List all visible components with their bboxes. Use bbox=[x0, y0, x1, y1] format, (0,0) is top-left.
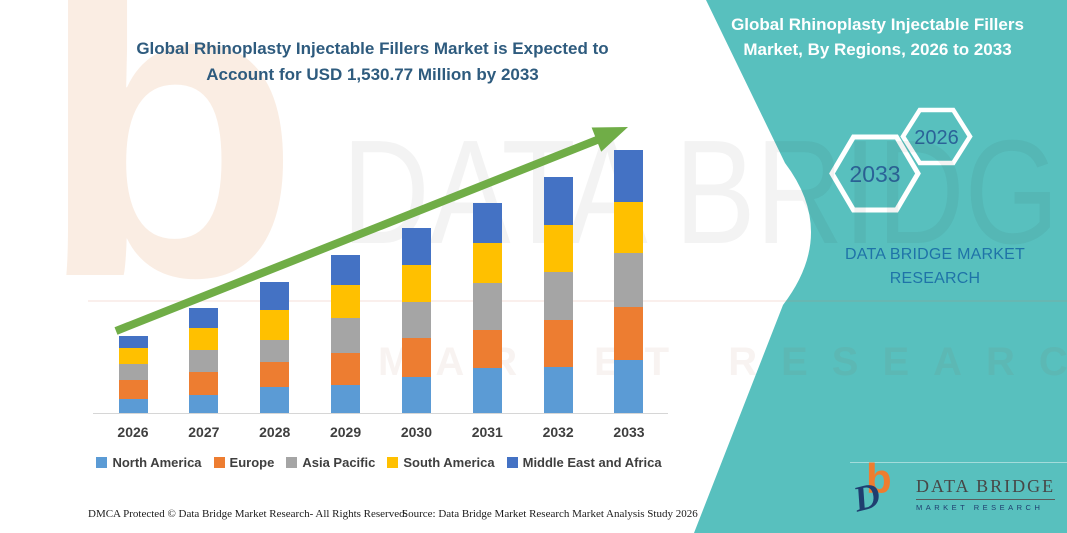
bar-2028 bbox=[260, 282, 290, 413]
x-tick-label-2027: 2027 bbox=[188, 424, 220, 440]
bar-segment-2032-north-america bbox=[543, 367, 573, 413]
side-panel-title-line1: Global Rhinoplasty Injectable Fillers bbox=[731, 15, 1024, 34]
legend-label: Middle East and Africa bbox=[522, 455, 662, 470]
bar-segment-2028-south-america bbox=[260, 310, 290, 340]
hexagon-2026-label: 2026 bbox=[914, 127, 959, 149]
bar-segment-2031-middle-east-and-africa bbox=[472, 203, 502, 243]
brand-caption-line1: DATA BRIDGE MARKET bbox=[845, 246, 1025, 263]
bar-segment-2026-asia-pacific bbox=[118, 364, 148, 380]
teal-band-shape bbox=[694, 0, 1067, 533]
chart-title-line1: Global Rhinoplasty Injectable Fillers Ma… bbox=[136, 39, 609, 58]
legend-swatch-icon bbox=[506, 457, 518, 468]
legend-item-north-america: North America bbox=[96, 455, 202, 470]
bar-segment-2032-europe bbox=[543, 320, 573, 367]
bar-2026 bbox=[118, 336, 148, 413]
bar-segment-2030-south-america bbox=[401, 265, 431, 302]
legend-label: South America bbox=[403, 455, 495, 470]
bar-segment-2032-asia-pacific bbox=[543, 272, 573, 320]
bar-segment-2031-north-america bbox=[472, 368, 502, 413]
hexagon-2033 bbox=[829, 134, 921, 213]
bar-segment-2031-asia-pacific bbox=[472, 283, 502, 330]
x-tick-label-2030: 2030 bbox=[400, 424, 432, 440]
bar-2031 bbox=[472, 203, 502, 413]
x-tick-label-2033: 2033 bbox=[613, 424, 645, 440]
legend-item-europe: Europe bbox=[213, 455, 275, 470]
side-panel-title: Global Rhinoplasty Injectable Fillers Ma… bbox=[705, 12, 1050, 62]
bar-segment-2027-south-america bbox=[189, 328, 219, 350]
chart-title-line2: Account for USD 1,530.77 Million by 2033 bbox=[206, 65, 539, 84]
x-tick-label-2026: 2026 bbox=[117, 424, 149, 440]
bar-segment-2032-middle-east-and-africa bbox=[543, 177, 573, 225]
logo-brand-text: DATA BRIDGE bbox=[916, 476, 1056, 500]
legend-swatch-icon bbox=[213, 457, 225, 468]
bar-segment-2033-middle-east-and-africa bbox=[614, 150, 644, 202]
bar-segment-2033-north-america bbox=[614, 360, 644, 413]
legend-swatch-icon bbox=[96, 457, 108, 468]
bar-segment-2029-asia-pacific bbox=[331, 318, 361, 353]
legend-swatch-icon bbox=[387, 457, 399, 468]
data-bridge-logo: b D DATA BRIDGE MARKET RESEARCH bbox=[849, 455, 1056, 522]
bar-segment-2032-south-america bbox=[543, 225, 573, 272]
side-panel-title-line2: Market, By Regions, 2026 to 2033 bbox=[743, 40, 1012, 59]
bar-segment-2029-south-america bbox=[331, 285, 361, 318]
chart-title: Global Rhinoplasty Injectable Fillers Ma… bbox=[95, 36, 650, 88]
logo-text-block: DATA BRIDGE MARKET RESEARCH bbox=[916, 476, 1056, 512]
bar-segment-2026-europe bbox=[118, 380, 148, 399]
x-tick-label-2031: 2031 bbox=[471, 424, 503, 440]
bar-segment-2027-middle-east-and-africa bbox=[189, 308, 219, 328]
bar-2029 bbox=[331, 255, 361, 413]
bar-segment-2029-middle-east-and-africa bbox=[331, 255, 361, 285]
bar-segment-2033-asia-pacific bbox=[614, 253, 644, 307]
legend-swatch-icon bbox=[286, 457, 298, 468]
bar-segment-2030-europe bbox=[401, 338, 431, 377]
bar-segment-2030-middle-east-and-africa bbox=[401, 228, 431, 265]
bar-2027 bbox=[189, 308, 219, 413]
bar-segment-2027-europe bbox=[189, 372, 219, 395]
hexagon-2033-label: 2033 bbox=[849, 161, 900, 187]
bar-segment-2028-middle-east-and-africa bbox=[260, 282, 290, 310]
chart-legend: North America Europe Asia Pacific South Ame… bbox=[88, 455, 670, 470]
x-tick-label-2028: 2028 bbox=[259, 424, 291, 440]
footer-source-text: Source: Data Bridge Market Research Mark… bbox=[402, 508, 698, 520]
bar-2033 bbox=[614, 150, 644, 413]
bar-segment-2031-south-america bbox=[472, 243, 502, 283]
bar-segment-2026-middle-east-and-africa bbox=[118, 336, 148, 348]
bar-segment-2033-europe bbox=[614, 307, 644, 360]
x-tick-label-2032: 2032 bbox=[542, 424, 574, 440]
legend-label: Europe bbox=[229, 455, 275, 470]
legend-label: North America bbox=[112, 455, 202, 470]
bar-2030 bbox=[401, 228, 431, 413]
bar-segment-2029-north-america bbox=[331, 385, 361, 413]
x-tick-label-2029: 2029 bbox=[329, 424, 362, 440]
bar-segment-2027-north-america bbox=[189, 395, 219, 413]
bar-segment-2026-south-america bbox=[118, 348, 148, 364]
bar-2032 bbox=[543, 177, 573, 413]
x-axis-line bbox=[93, 413, 668, 414]
bar-segment-2026-north-america bbox=[118, 399, 148, 413]
bar-segment-2031-europe bbox=[472, 330, 502, 368]
bar-segment-2033-south-america bbox=[614, 202, 644, 253]
bar-segment-2028-europe bbox=[260, 362, 290, 387]
legend-item-middle-east-and-africa: Middle East and Africa bbox=[506, 455, 662, 470]
hexagon-badges: 2033 2026 bbox=[829, 107, 973, 213]
hexagon-2026 bbox=[900, 107, 973, 166]
logo-subtitle-text: MARKET RESEARCH bbox=[916, 503, 1044, 512]
bar-segment-2028-asia-pacific bbox=[260, 340, 290, 362]
bar-segment-2027-asia-pacific bbox=[189, 350, 219, 372]
legend-item-south-america: South America bbox=[387, 455, 495, 470]
bar-segment-2030-north-america bbox=[401, 377, 431, 413]
footer-dmca-text: DMCA Protected © Data Bridge Market Rese… bbox=[88, 508, 408, 520]
legend-label: Asia Pacific bbox=[302, 455, 376, 470]
bar-segment-2030-asia-pacific bbox=[401, 302, 431, 338]
logo-b-glyph: b bbox=[866, 455, 892, 502]
legend-item-asia-pacific: Asia Pacific bbox=[286, 455, 375, 470]
bar-segment-2029-europe bbox=[331, 353, 361, 385]
brand-caption: DATA BRIDGE MARKET RESEARCH bbox=[810, 243, 1060, 291]
brand-caption-line2: RESEARCH bbox=[889, 270, 981, 287]
data-bridge-logo-icon: b D bbox=[849, 455, 906, 522]
bar-segment-2028-north-america bbox=[260, 387, 290, 413]
